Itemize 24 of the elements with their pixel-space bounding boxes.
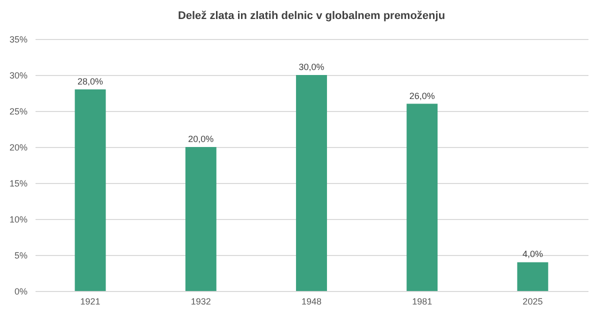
- y-tick-label: 25%: [9, 106, 28, 116]
- x-tick-label: 1932: [190, 296, 211, 306]
- bar: [406, 104, 438, 291]
- x-tick-label: 1948: [301, 296, 322, 306]
- bar: [185, 147, 216, 291]
- x-tick-label: 1921: [80, 296, 100, 306]
- data-label: 4,0%: [522, 249, 543, 260]
- bar: [74, 89, 106, 291]
- data-label: 20,0%: [188, 134, 214, 144]
- data-label: 26,0%: [409, 90, 435, 101]
- data-label: 28,0%: [78, 76, 104, 86]
- y-tick-label: 20%: [9, 142, 28, 152]
- y-tick-label: 30%: [9, 70, 28, 80]
- y-tick-label: 0%: [14, 286, 28, 296]
- y-tick-label: 35%: [9, 34, 28, 44]
- x-tick-label: 1981: [412, 296, 432, 306]
- bar: [517, 262, 548, 291]
- x-tick-label: 2025: [522, 296, 543, 306]
- bar: [296, 75, 327, 291]
- y-tick-label: 15%: [9, 178, 28, 188]
- data-label: 30,0%: [298, 62, 324, 72]
- y-tick-label: 5%: [14, 250, 28, 260]
- chart-title: Delež zlata in zlatih delnic v globalnem premoženju: [178, 10, 446, 22]
- y-tick-label: 10%: [9, 214, 28, 224]
